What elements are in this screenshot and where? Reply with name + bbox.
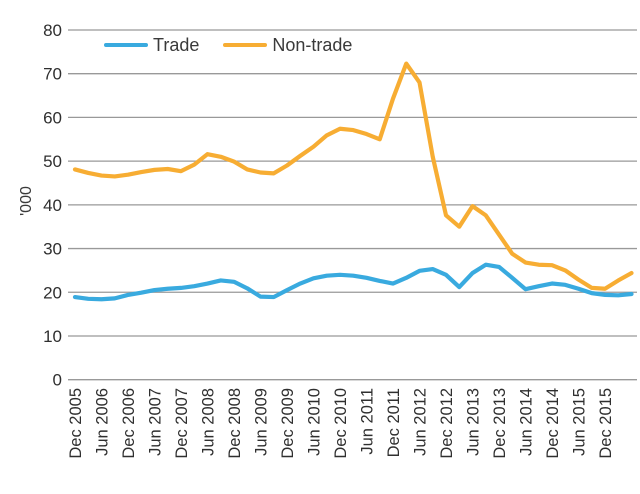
legend: Trade Non-trade [104, 36, 352, 54]
y-tick-label-30: 30 [43, 240, 62, 259]
y-tick-label-80: 80 [43, 21, 62, 40]
x-tick-label-dec-2009: Dec 2009 [279, 388, 297, 459]
y-tick-label-10: 10 [43, 327, 62, 346]
trade-line-swatch [104, 42, 148, 48]
x-tick-label-jun-2014: Jun 2014 [518, 388, 536, 456]
series-line-non-trade [72, 61, 634, 291]
x-tick-label-dec-2012: Dec 2012 [438, 388, 456, 459]
x-tick-label-dec-2015: Dec 2015 [597, 388, 615, 459]
x-tick-label-dec-2014: Dec 2014 [544, 388, 562, 459]
y-tick-label-40: 40 [43, 196, 62, 215]
y-tick-label-0: 0 [53, 371, 62, 390]
x-tick-label-jun-2008: Jun 2008 [200, 388, 218, 456]
x-tick-label-jun-2009: Jun 2009 [253, 388, 271, 456]
x-tick-label-jun-2015: Jun 2015 [571, 388, 589, 456]
x-tick-label-dec-2005: Dec 2005 [67, 388, 85, 459]
series-line-trade [72, 262, 634, 302]
y-tick-label-60: 60 [43, 108, 62, 127]
legend-label-trade: Trade [153, 35, 200, 55]
x-tick-label-jun-2006: Jun 2006 [94, 388, 112, 456]
legend-item-non-trade: Non-trade [223, 36, 352, 54]
legend-label-non-trade: Non-trade [272, 35, 353, 55]
x-tick-label-jun-2013: Jun 2013 [465, 388, 483, 456]
x-tick-label-jun-2007: Jun 2007 [147, 388, 165, 456]
y-tick-label-50: 50 [43, 152, 62, 171]
x-tick-label-dec-2008: Dec 2008 [226, 388, 244, 459]
y-tick-label-20: 20 [43, 283, 62, 302]
x-tick-label-dec-2007: Dec 2007 [173, 388, 191, 459]
x-tick-label-dec-2011: Dec 2011 [385, 388, 403, 457]
y-axis-title: '000 [18, 186, 35, 216]
x-tick-label-jun-2011: Jun 2011 [359, 388, 377, 455]
y-tick-label-70: 70 [43, 65, 62, 84]
non-trade-line-swatch [223, 42, 268, 48]
x-tick-label-dec-2006: Dec 2006 [120, 388, 138, 459]
x-tick-label-jun-2012: Jun 2012 [412, 388, 430, 456]
x-tick-label-dec-2013: Dec 2013 [491, 388, 509, 459]
x-tick-label-jun-2010: Jun 2010 [306, 388, 324, 456]
x-tick-label-dec-2010: Dec 2010 [332, 388, 350, 459]
legend-item-trade: Trade [104, 36, 199, 54]
